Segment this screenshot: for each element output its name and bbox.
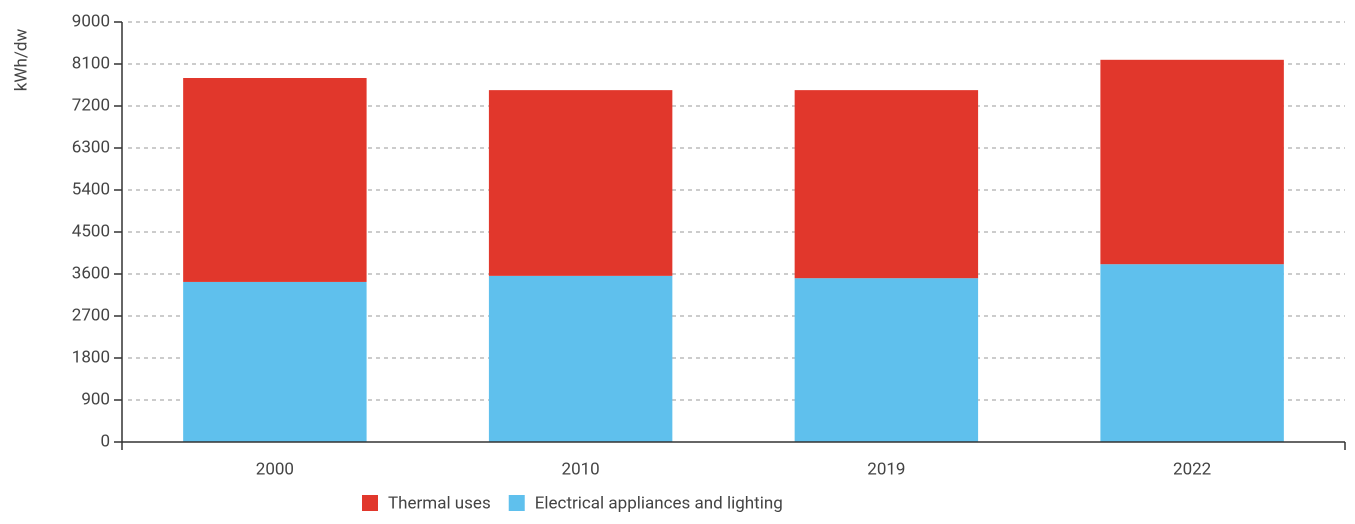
bar-segment: [1100, 264, 1284, 442]
y-tick-label: 5400: [72, 179, 110, 199]
legend-label: Electrical appliances and lighting: [535, 493, 783, 513]
y-axis-label: kWh/dw: [11, 29, 31, 92]
bar-segment: [183, 78, 367, 282]
y-tick-label: 9000: [72, 11, 110, 31]
y-tick-label: 1800: [72, 347, 110, 367]
bar-segment: [794, 278, 979, 442]
y-tick-label: 4500: [72, 221, 110, 241]
legend-swatch: [362, 495, 378, 511]
y-tick-label: 3600: [72, 263, 110, 283]
y-tick-label: 2700: [72, 305, 110, 325]
y-tick-label: 7200: [72, 95, 110, 115]
bar-segment: [1100, 59, 1284, 265]
y-tick-label: 8100: [72, 53, 110, 73]
legend-swatch: [508, 495, 525, 511]
bar-segment: [183, 281, 367, 442]
legend-label: Thermal uses: [388, 493, 491, 513]
x-tick-label: 2000: [256, 459, 294, 479]
y-tick-label: 6300: [72, 137, 110, 157]
bar-segment: [488, 275, 673, 442]
x-tick-label: 2019: [867, 459, 905, 479]
bar-segment: [488, 90, 673, 276]
bar-segment: [794, 90, 979, 279]
x-tick-label: 2022: [1173, 459, 1211, 479]
y-tick-label: 0: [100, 431, 110, 451]
x-tick-label: 2010: [562, 459, 600, 479]
y-tick-label: 900: [81, 389, 110, 409]
